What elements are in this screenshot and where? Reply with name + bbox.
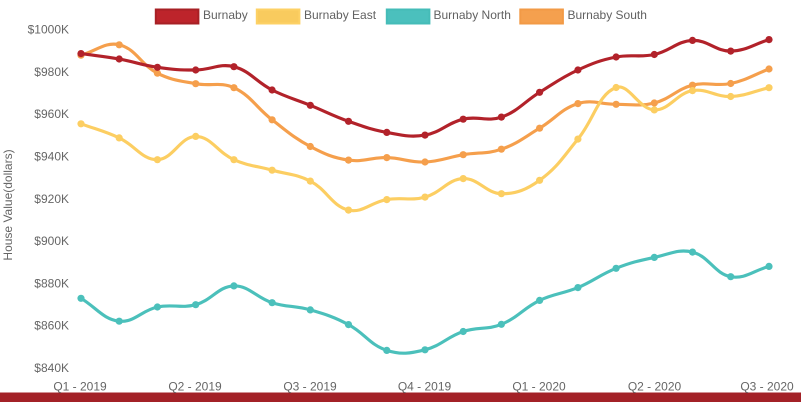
svg-text:$980K: $980K (34, 65, 69, 79)
svg-text:Q1 - 2019: Q1 - 2019 (53, 380, 107, 394)
svg-text:Burnaby South: Burnaby South (568, 8, 647, 22)
svg-text:Q1 - 2020: Q1 - 2020 (512, 380, 566, 394)
svg-text:Q2 - 2019: Q2 - 2019 (168, 380, 222, 394)
svg-text:$880K: $880K (34, 276, 69, 290)
svg-text:House Value(dollars): House Value(dollars) (1, 149, 15, 260)
svg-text:Q3 - 2019: Q3 - 2019 (283, 380, 337, 394)
svg-text:$840K: $840K (34, 361, 69, 375)
svg-text:$1000K: $1000K (28, 23, 69, 37)
svg-text:Q3 - 2020: Q3 - 2020 (740, 380, 794, 394)
svg-text:$900K: $900K (34, 234, 69, 248)
svg-text:$960K: $960K (34, 107, 69, 121)
svg-text:Burnaby North: Burnaby North (434, 8, 511, 22)
svg-text:$920K: $920K (34, 192, 69, 206)
svg-text:Burnaby: Burnaby (203, 8, 248, 22)
svg-text:Q2 - 2020: Q2 - 2020 (628, 380, 682, 394)
svg-text:Burnaby East: Burnaby East (304, 8, 377, 22)
svg-text:Q4 - 2019: Q4 - 2019 (398, 380, 452, 394)
svg-text:$860K: $860K (34, 319, 69, 333)
svg-text:$940K: $940K (34, 150, 69, 164)
